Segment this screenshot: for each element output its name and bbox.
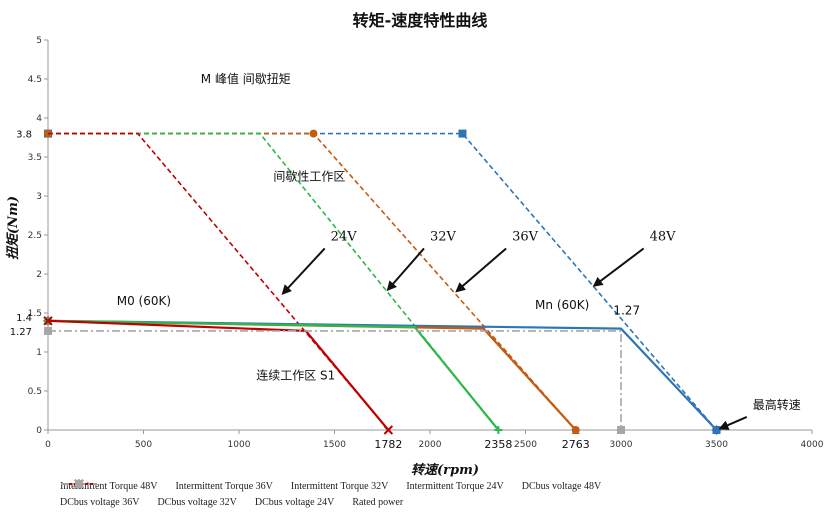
x-tick-label: 2500 [514,440,537,450]
legend-item: Intermittent Torque 36V [61,480,273,492]
x-tick-label: 4000 [801,440,824,450]
legend-swatch-marker [75,480,83,488]
y-tick-label: 1.5 [28,309,42,319]
series-8 [44,326,625,434]
chart-title: 转矩-速度特性曲线 [353,11,488,30]
annotation-text: 连续工作区 S1 [256,367,335,382]
series-point [494,426,503,434]
legend-swatch [61,480,97,488]
y-extra-tick-label: 3.8 [16,130,32,141]
series-4 [43,315,722,435]
y-extra-tick-label: 1.4 [16,313,32,324]
y-tick-label: 1 [36,348,42,358]
annotation-text: 间歇性工作区 [273,169,345,183]
series-point [458,129,467,138]
series-point [43,316,53,326]
annotation-text: 最高转速 [753,397,801,412]
y-tick-label: 3.5 [28,153,42,163]
annotation-text: 32V [430,229,457,244]
series-point [571,426,580,434]
legend-item: Intermittent Torque 24V [61,480,504,492]
legend-label: DCbus voltage 24V [254,496,335,508]
x-tick-label: 2000 [419,440,442,450]
annotation-text: M0 (60K) [117,294,171,308]
legend-label: DCbus voltage 32V [157,496,237,508]
legend-item: Rated power [61,480,404,508]
series-point [44,326,52,335]
y-tick-label: 0 [36,426,42,436]
annotation-arrow [281,247,326,295]
series-line-6 [47,319,500,431]
series-0 [44,129,721,434]
x-tick-label: 1000 [228,440,251,450]
chart-legend: Intermittent Torque 48V Intermittent Torq… [60,478,820,510]
series-7 [43,316,394,435]
series-point [383,425,394,435]
x-tick-label: 500 [135,440,152,450]
series-line-4 [47,319,718,431]
series-line-7 [47,319,390,431]
y-extra-tick-label: 1.27 [10,327,32,338]
legend-label: Rated power [352,496,404,508]
series-line-8 [48,330,622,430]
x-extra-tick-label: 1782 [374,438,402,451]
annotation-arrow [455,247,507,293]
legend-item: DCbus voltage 36V [60,480,140,508]
y-tick-label: 4.5 [28,75,42,85]
annotation-arrow [386,247,425,292]
legend-label: DCbus voltage 36V [60,496,140,508]
annotation-arrow [592,247,645,287]
y-tick-label: 3 [36,192,42,202]
legend-label: Intermittent Torque 36V [175,480,273,492]
x-axis-label: 转速(rpm) [411,462,479,478]
annotation-text: 1.27 [613,304,640,318]
legend-label: Intermittent Torque 48V [60,480,158,492]
legend-label: Intermittent Torque 32V [290,480,389,492]
legend-row: DCbus voltage 36V DCbus voltage 32V DCbus … [60,479,820,510]
annotation-text: Mn (60K) [535,298,589,312]
series-line-0 [48,132,718,431]
y-tick-label: 0.5 [28,387,42,397]
x-tick-label: 1500 [323,440,346,450]
legend-item: DCbus voltage 32V [61,480,237,508]
annotation-text: M 峰值 间歇扭矩 [201,71,291,86]
y-axis-label: 扭矩(Nm) [5,196,21,260]
annotation-arrow [718,416,748,430]
legend-row: Intermittent Torque 48V Intermittent Torq… [60,478,820,494]
series-point [309,129,318,138]
legend-item: Intermittent Torque 32V [61,480,389,492]
x-extra-tick-label: 2358 [484,438,512,451]
annotation-text: 36V [512,229,539,244]
plot-area: 0 500 1000 1500 2000 2500 3000 3500 4000 1782 2358… [10,36,824,451]
y-tick-label: 4 [36,114,42,124]
x-tick-label: 0 [45,440,51,450]
annotation-text: 24V [331,229,358,244]
x-extra-tick-label: 2763 [562,438,590,451]
y-tick-label: 2 [36,270,42,280]
series-point [617,426,625,434]
legend-item: DCbus voltage 24V [61,479,335,508]
y-tick-label: 2.5 [28,231,42,241]
annotation-text: 48V [650,229,677,244]
y-tick-label: 5 [36,36,42,46]
legend-label: DCbus voltage 48V [521,480,602,492]
x-tick-label: 3000 [610,440,633,450]
legend-label: Intermittent Torque 24V [406,480,504,492]
legend-item: DCbus voltage 48V [61,479,602,492]
x-tick-label: 3500 [705,440,728,450]
